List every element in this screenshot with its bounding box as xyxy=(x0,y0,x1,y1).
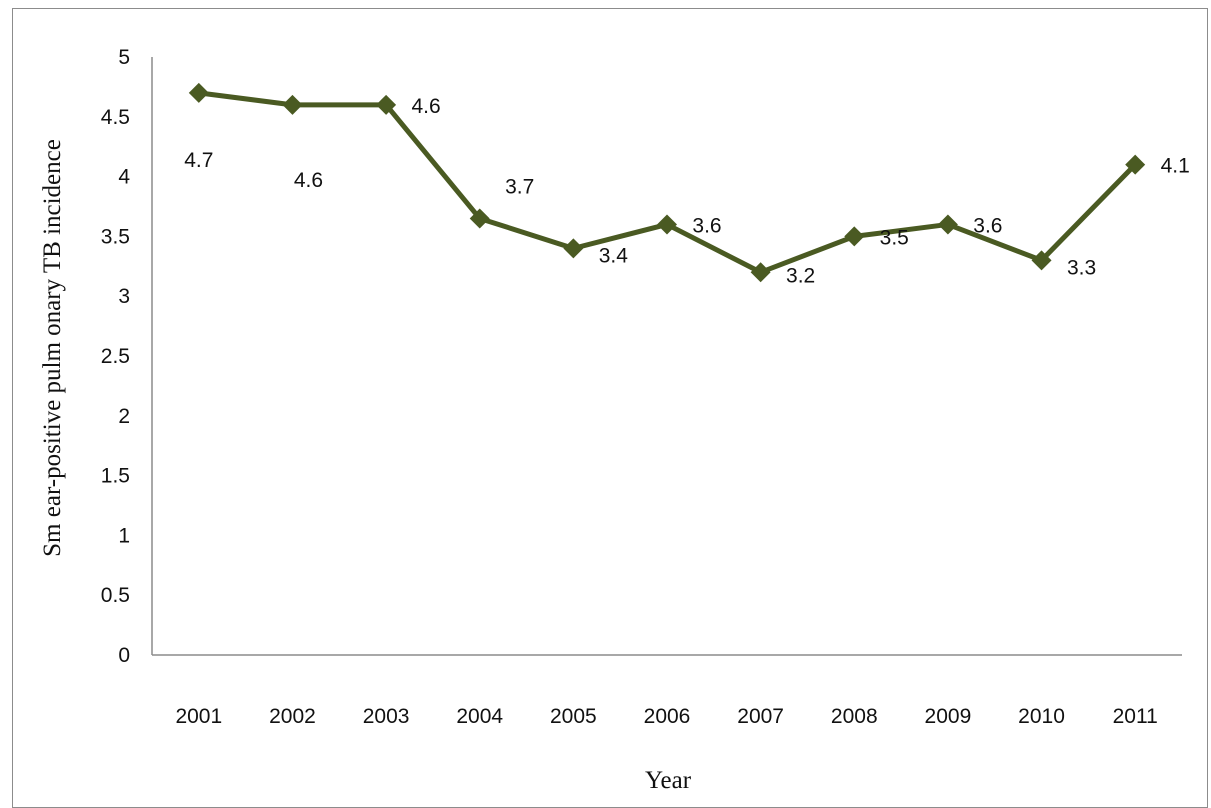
series-line xyxy=(198,90,1137,275)
data-label: 4.7 xyxy=(184,149,213,172)
data-label: 3.2 xyxy=(786,264,815,287)
y-axis-title: Sm ear-positive pulm onary TB incidence xyxy=(39,139,66,557)
x-tick-label: 2005 xyxy=(550,705,597,728)
y-tick-label: 2.5 xyxy=(101,345,130,368)
x-tick-label: 2010 xyxy=(1018,705,1065,728)
x-tick-label: 2001 xyxy=(175,705,222,728)
y-tick-label: 0 xyxy=(118,644,130,667)
data-point-marker xyxy=(750,262,771,283)
y-tick-label: 4.5 xyxy=(101,106,130,129)
data-point-marker xyxy=(1031,250,1052,271)
x-tick-label: 2003 xyxy=(363,705,410,728)
y-tick-label: 1 xyxy=(118,524,130,547)
data-point-marker xyxy=(282,94,303,115)
data-point-marker xyxy=(937,214,958,235)
data-point-marker xyxy=(188,82,209,103)
y-tick-label: 3.5 xyxy=(101,225,130,248)
x-tick-label: 2009 xyxy=(925,705,972,728)
y-tick-label: 0.5 xyxy=(101,584,130,607)
series-line-group xyxy=(188,82,1146,283)
x-tick-label: 2006 xyxy=(644,705,691,728)
x-tick-labels: 2001 2002 2003 2004 2005 2006 2007 2008 2009 2010… xyxy=(175,705,1157,728)
data-label: 3.7 xyxy=(505,175,534,198)
data-labels: 4.7 4.6 4.6 3.7 3.4 3.6 3.2 3.5 3.6 3.3 4.1 xyxy=(184,95,1190,287)
data-label: 4.6 xyxy=(294,169,323,192)
data-point-marker xyxy=(376,94,397,115)
data-point-marker xyxy=(1125,154,1146,175)
data-label: 3.4 xyxy=(599,244,629,267)
x-axis-title: Year xyxy=(645,767,692,794)
data-point-marker xyxy=(563,238,584,259)
axes xyxy=(151,57,1182,656)
data-label: 3.3 xyxy=(1067,256,1096,279)
y-tick-label: 1.5 xyxy=(101,465,130,488)
x-tick-label: 2002 xyxy=(269,705,316,728)
data-label: 3.6 xyxy=(973,214,1002,237)
data-label: 4.1 xyxy=(1161,155,1190,178)
x-tick-label: 2011 xyxy=(1113,705,1158,728)
y-tick-labels: 0 0.5 1 1.5 2 2.5 3 3.5 4 4.5 5 xyxy=(101,46,131,667)
y-tick-label: 4 xyxy=(118,166,130,189)
data-label: 3.5 xyxy=(880,226,909,249)
y-tick-label: 5 xyxy=(118,46,130,69)
data-point-marker xyxy=(657,214,677,235)
x-tick-label: 2008 xyxy=(831,705,878,728)
data-point-marker xyxy=(469,208,490,229)
y-tick-label: 3 xyxy=(118,285,130,308)
x-tick-label: 2004 xyxy=(456,705,503,728)
data-label: 4.6 xyxy=(411,95,440,118)
data-label: 3.6 xyxy=(692,214,721,237)
y-tick-label: 2 xyxy=(118,405,130,428)
x-tick-label: 2007 xyxy=(737,705,784,728)
data-point-marker xyxy=(844,226,865,247)
